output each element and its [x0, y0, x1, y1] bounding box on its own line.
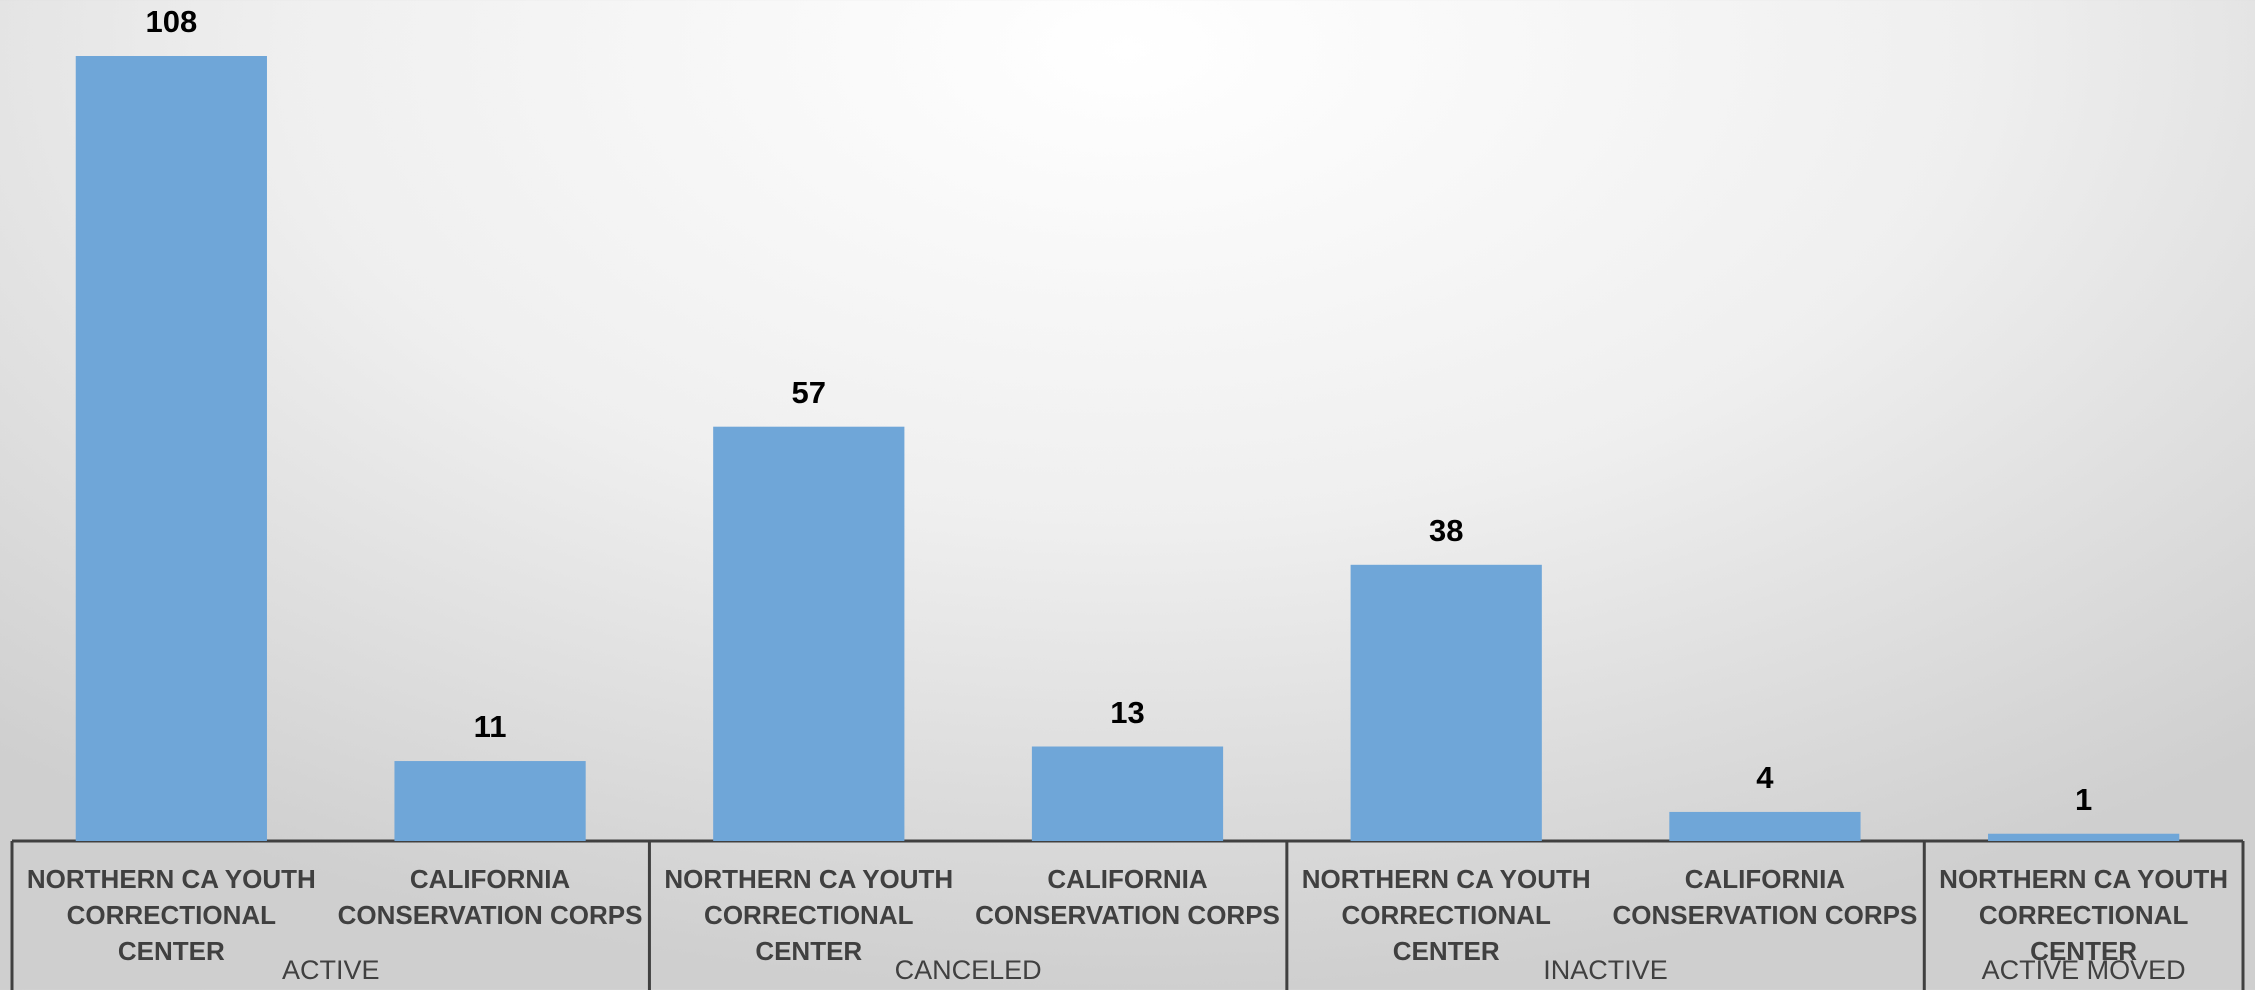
- bar: [394, 761, 586, 841]
- data-label: 4: [1756, 759, 1774, 795]
- category-label: NORTHERN CA YOUTH CORRECTIONAL CENTER: [1939, 864, 2229, 966]
- bar: [75, 56, 267, 841]
- group-label: INACTIVE: [1543, 955, 1668, 985]
- data-label: 11: [473, 709, 507, 745]
- group-label: CANCELED: [894, 955, 1042, 985]
- bar: [1031, 746, 1224, 841]
- category-label: NORTHERN CA YOUTH CORRECTIONAL CENTER: [1301, 864, 1591, 966]
- bar: [1988, 833, 2180, 841]
- category-label: NORTHERN CA YOUTH CORRECTIONAL CENTER: [664, 864, 954, 966]
- category-label: CALIFORNIA CONSERVATION CORPS: [975, 864, 1280, 930]
- group-label: ACTIVE MOVED: [1981, 955, 2186, 985]
- group-label: ACTIVE: [281, 955, 380, 985]
- category-label: NORTHERN CA YOUTH CORRECTIONAL CENTER: [26, 864, 316, 966]
- category-label: CALIFORNIA CONSERVATION CORPS: [337, 864, 643, 930]
- data-label: 57: [791, 374, 827, 410]
- bar: [1669, 811, 1861, 841]
- data-label: 38: [1428, 512, 1464, 548]
- data-label: 13: [1110, 694, 1145, 730]
- bar: [713, 426, 905, 841]
- bar: [1350, 564, 1542, 841]
- data-label: 108: [145, 4, 198, 39]
- data-label: 1: [2075, 781, 2093, 817]
- category-label: CALIFORNIA CONSERVATION CORPS: [1612, 864, 1918, 930]
